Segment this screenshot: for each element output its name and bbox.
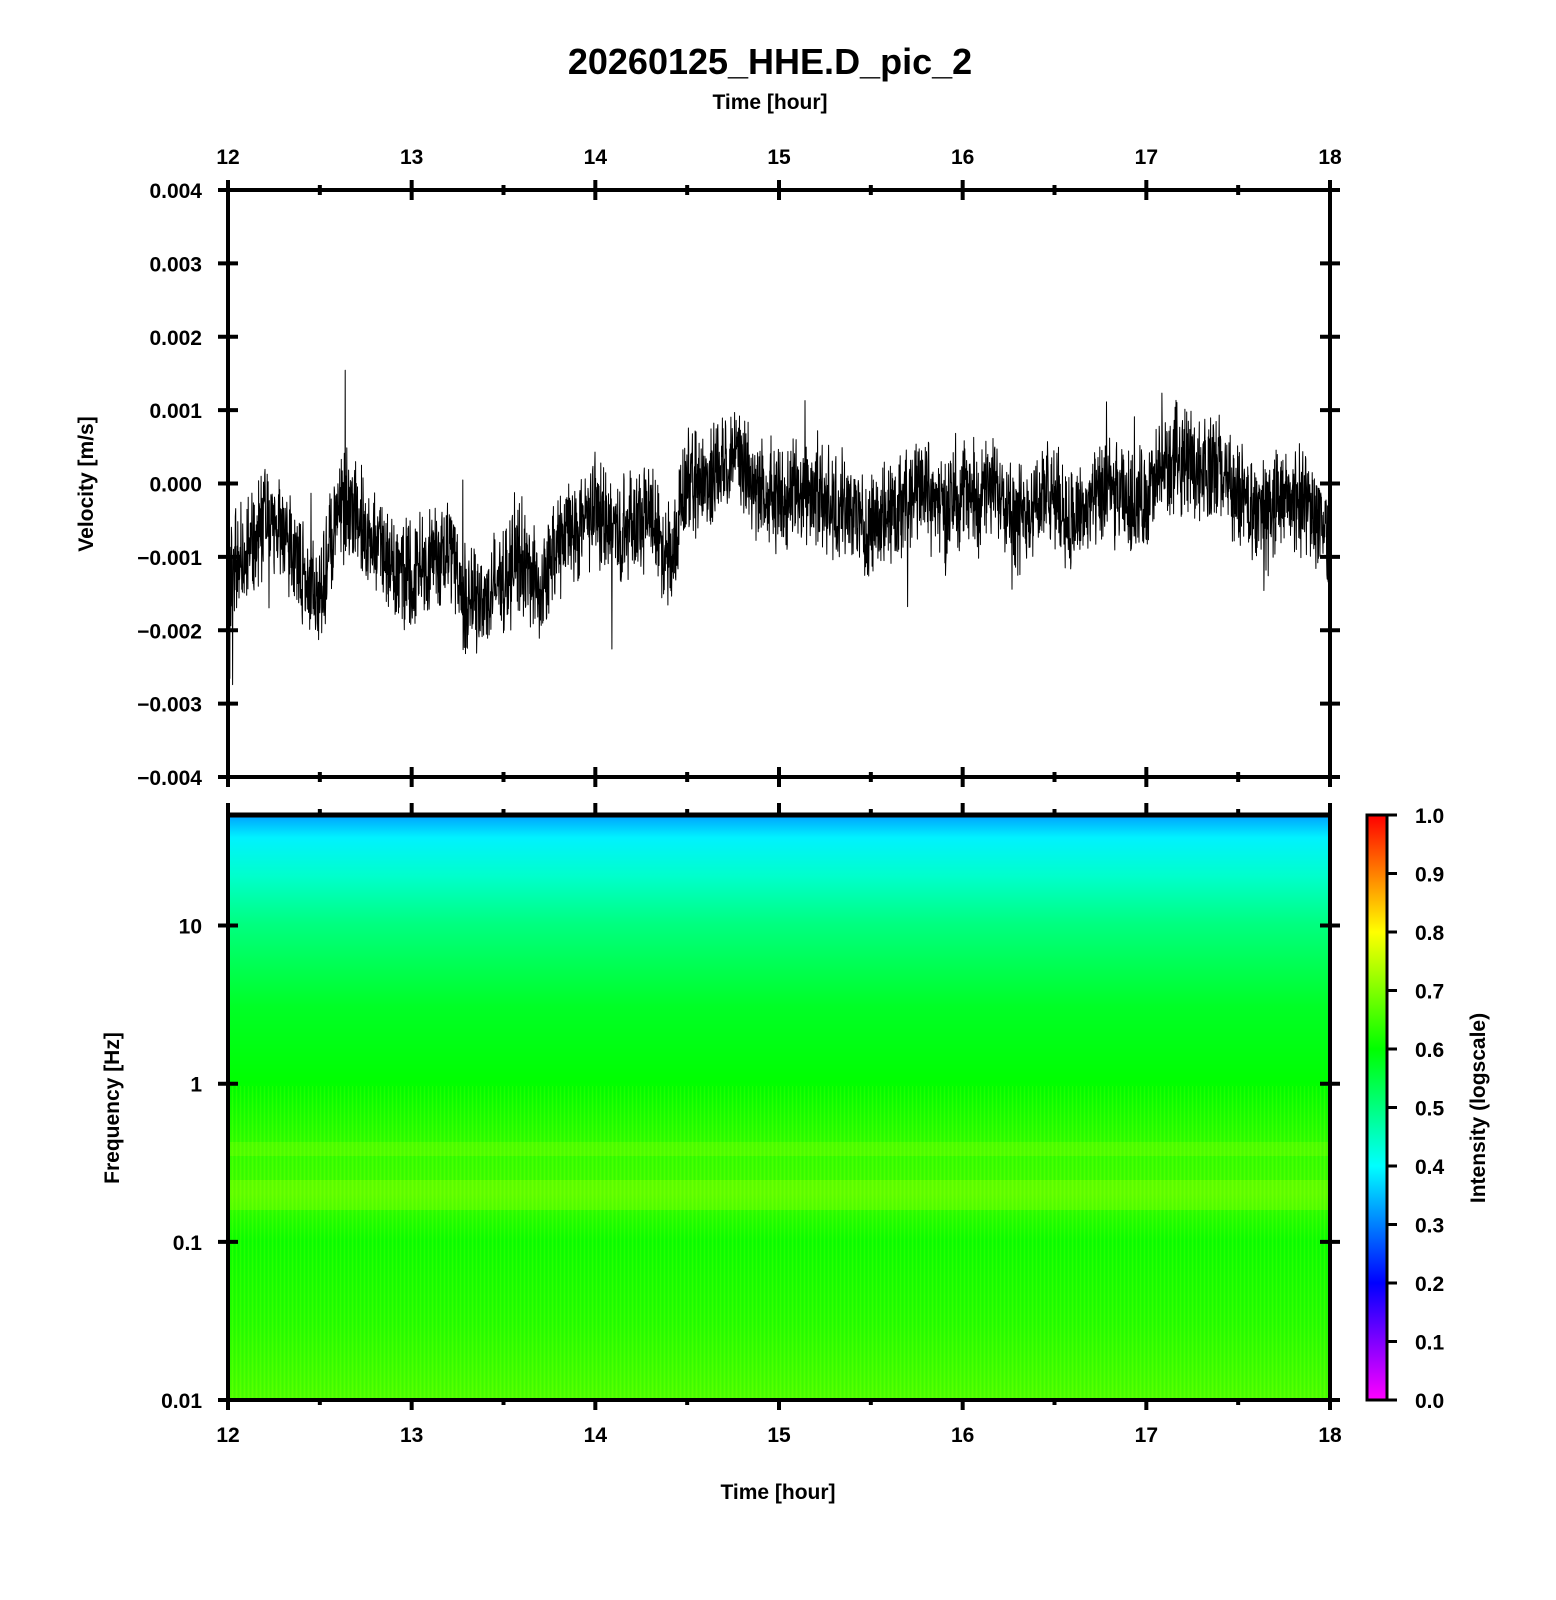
colorbar-ticks: 1.0 0.9 0.8 0.7 0.6 0.5 0.4 0.3 0.2 0.1 0.0 [1387, 805, 1445, 1413]
velocity-panel: 0.004 0.003 0.002 0.001 0.000 −0.001 −0.002 −0.… [75, 180, 1340, 790]
spectrogram-panel: 10 1 0.1 0.01 12 13 14 15 16 17 18 Frequency [Hz]… [101, 803, 1342, 1504]
colorbar-tick-label: 0.4 [1415, 1156, 1445, 1179]
velocity-y-axis-label: Velocity [m/s] [75, 416, 98, 551]
colorbar-tick-label: 0.8 [1415, 922, 1445, 945]
top-x-tick-label: 14 [584, 146, 608, 169]
top-x-tick-label: 17 [1135, 146, 1158, 169]
bottom-x-tick-label: 18 [1318, 1424, 1342, 1447]
bottom-x-tick-label: 17 [1135, 1424, 1158, 1447]
frequency-y-tick-label: 1 [190, 1074, 202, 1097]
top-x-tick-label: 12 [216, 146, 239, 169]
colorbar-tick-label: 0.7 [1415, 981, 1444, 1004]
colorbar-label: Intensity (logscale) [1467, 1013, 1490, 1203]
colorbar-tick-label: 0.9 [1415, 864, 1444, 887]
frequency-y-tick-label: 0.1 [173, 1232, 203, 1255]
bottom-x-tick-labels: 12 13 14 15 16 17 18 [216, 1424, 1342, 1447]
velocity-y-tick-label: −0.002 [137, 620, 202, 643]
frequency-y-axis-label: Frequency [Hz] [101, 1032, 124, 1184]
colorbar: 1.0 0.9 0.8 0.7 0.6 0.5 0.4 0.3 0.2 0.1 0.0 Intens… [1365, 805, 1490, 1413]
spectrogram-band-0p4hz [228, 1142, 1330, 1156]
top-x-tick-label: 18 [1318, 146, 1342, 169]
spectrogram-texture [228, 1086, 1330, 1400]
velocity-y-tick-label: 0.000 [149, 474, 202, 497]
colorbar-tick-label: 1.0 [1415, 805, 1444, 828]
bottom-x-tick-label: 16 [951, 1424, 974, 1447]
colorbar-tick-label: 0.2 [1415, 1273, 1444, 1296]
bottom-x-axis-label: Time [hour] [720, 1481, 835, 1504]
velocity-y-tick-label: −0.003 [137, 694, 202, 717]
spectrogram-panel-ticks [218, 803, 1340, 1410]
colorbar-tick-label: 0.0 [1415, 1390, 1444, 1413]
top-x-tick-labels: 12 13 14 15 16 17 18 [216, 146, 1342, 169]
velocity-panel-ticks [218, 180, 1340, 787]
velocity-y-tick-label: 0.001 [149, 400, 202, 423]
colorbar-tick-label: 0.5 [1415, 1098, 1445, 1121]
velocity-y-tick-label: 0.002 [149, 327, 202, 350]
velocity-y-tick-labels: 0.004 0.003 0.002 0.001 0.000 −0.001 −0.002 −0.… [137, 180, 202, 790]
velocity-y-tick-label: −0.004 [137, 767, 202, 790]
bottom-x-tick-label: 12 [216, 1424, 239, 1447]
top-x-axis-label: Time [hour] [712, 91, 827, 114]
chart-title: 20260125_HHE.D_pic_2 [568, 41, 972, 82]
frequency-y-tick-label: 10 [179, 916, 202, 939]
top-x-tick-label: 13 [400, 146, 423, 169]
top-x-tick-label: 16 [951, 146, 974, 169]
bottom-x-tick-label: 14 [584, 1424, 608, 1447]
frequency-y-tick-label: 0.01 [161, 1390, 202, 1413]
velocity-y-tick-label: 0.003 [149, 253, 202, 276]
top-x-tick-label: 15 [767, 146, 791, 169]
colorbar-tick-label: 0.1 [1415, 1332, 1445, 1355]
spectrogram-band-0p2hz [228, 1180, 1330, 1210]
frequency-y-tick-labels: 10 1 0.1 0.01 [161, 916, 202, 1413]
velocity-y-tick-label: 0.004 [149, 180, 202, 203]
colorbar-fill [1365, 813, 1389, 1402]
colorbar-tick-label: 0.3 [1415, 1215, 1444, 1238]
velocity-y-tick-label: −0.001 [137, 547, 202, 570]
colorbar-tick-label: 0.6 [1415, 1039, 1444, 1062]
bottom-x-tick-label: 15 [767, 1424, 791, 1447]
velocity-trace [227, 369, 1331, 686]
bottom-x-tick-label: 13 [400, 1424, 423, 1447]
